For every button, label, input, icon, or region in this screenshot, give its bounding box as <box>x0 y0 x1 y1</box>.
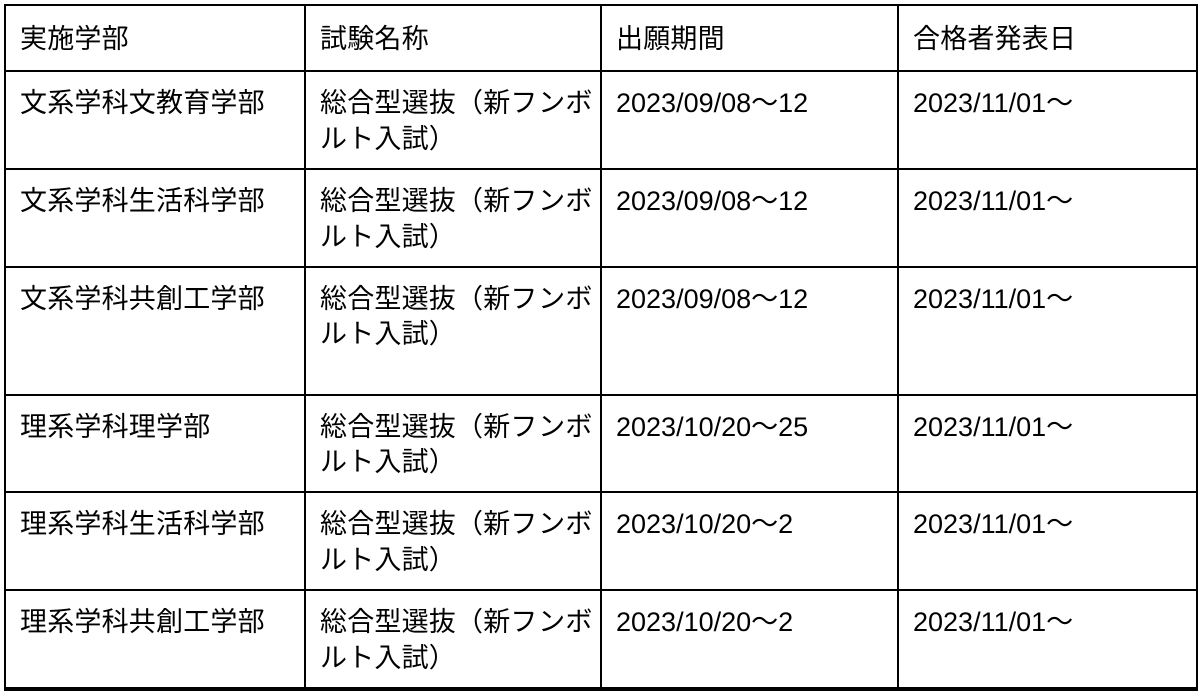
cell-application-period: 2023/09/08〜12 <box>600 265 899 396</box>
column-header-application-period-label: 出願期間 <box>616 24 725 54</box>
cell-result-announcement: 2023/11/01〜 <box>897 589 1198 691</box>
application-period-value: 2023/10/20〜2 <box>616 607 794 638</box>
result-announcement-value: 2023/11/01〜 <box>913 87 1074 118</box>
application-period-value: 2023/09/08〜12 <box>616 185 809 216</box>
cell-exam-name: 総合型選抜（新フンボルト入試） <box>304 167 602 268</box>
cell-result-announcement: 2023/11/01〜 <box>897 167 1198 268</box>
result-announcement-value: 2023/11/01〜 <box>913 185 1074 216</box>
table-row: 理系学科生活科学部 総合型選抜（新フンボルト入試） 2023/10/20〜2 2… <box>4 491 1198 592</box>
cell-result-announcement: 2023/11/01〜 <box>897 393 1198 494</box>
exam-name-value: 総合型選抜（新フンボルト入試） <box>320 185 593 252</box>
faculty-value: 文系学科文教育学部 <box>20 87 265 118</box>
cell-exam-name: 総合型選抜（新フンボルト入試） <box>304 589 602 691</box>
table-row: 文系学科共創工学部 総合型選抜（新フンボルト入試） 2023/09/08〜12 … <box>4 265 1198 396</box>
cell-faculty: 理系学科生活科学部 <box>4 491 306 592</box>
table-row: 文系学科生活科学部 総合型選抜（新フンボルト入試） 2023/09/08〜12 … <box>4 167 1198 268</box>
cell-faculty: 文系学科生活科学部 <box>4 167 306 268</box>
cell-result-announcement: 2023/11/01〜 <box>897 265 1198 396</box>
table-row: 文系学科文教育学部 総合型選抜（新フンボルト入試） 2023/09/08〜12 … <box>4 69 1198 170</box>
exam-name-value: 総合型選抜（新フンボルト入試） <box>320 509 593 576</box>
faculty-value: 理系学科理学部 <box>20 411 211 442</box>
cell-result-announcement: 2023/11/01〜 <box>897 69 1198 170</box>
cell-exam-name: 総合型選抜（新フンボルト入試） <box>304 393 602 494</box>
cell-exam-name: 総合型選抜（新フンボルト入試） <box>304 69 602 170</box>
cell-faculty: 文系学科共創工学部 <box>4 265 306 396</box>
cell-exam-name: 総合型選抜（新フンボルト入試） <box>304 491 602 592</box>
column-header-faculty: 実施学部 <box>4 4 306 72</box>
result-announcement-value: 2023/11/01〜 <box>913 283 1074 314</box>
cell-application-period: 2023/09/08〜12 <box>600 167 899 268</box>
exam-name-value: 総合型選抜（新フンボルト入試） <box>320 87 593 154</box>
cell-application-period: 2023/10/20〜2 <box>600 589 899 691</box>
application-period-value: 2023/09/08〜12 <box>616 87 809 118</box>
column-header-application-period: 出願期間 <box>600 4 899 72</box>
cell-application-period: 2023/10/20〜2 <box>600 491 899 592</box>
cell-exam-name: 総合型選抜（新フンボルト入試） <box>304 265 602 396</box>
cell-faculty: 理系学科共創工学部 <box>4 589 306 691</box>
faculty-value: 文系学科共創工学部 <box>20 283 265 314</box>
exam-name-value: 総合型選抜（新フンボルト入試） <box>320 411 593 478</box>
cell-application-period: 2023/10/20〜25 <box>600 393 899 494</box>
cell-faculty: 文系学科文教育学部 <box>4 69 306 170</box>
exam-name-value: 総合型選抜（新フンボルト入試） <box>320 607 593 674</box>
faculty-value: 文系学科生活科学部 <box>20 185 265 216</box>
exam-name-value: 総合型選抜（新フンボルト入試） <box>320 283 593 350</box>
result-announcement-value: 2023/11/01〜 <box>913 509 1074 540</box>
column-header-exam-name: 試験名称 <box>304 4 602 72</box>
application-period-value: 2023/09/08〜12 <box>616 283 809 314</box>
column-header-result-announcement: 合格者発表日 <box>897 4 1198 72</box>
table-row: 理系学科理学部 総合型選抜（新フンボルト入試） 2023/10/20〜25 20… <box>4 393 1198 494</box>
application-period-value: 2023/10/20〜2 <box>616 509 794 540</box>
column-header-result-announcement-label: 合格者発表日 <box>913 24 1077 54</box>
result-announcement-value: 2023/11/01〜 <box>913 607 1074 638</box>
faculty-value: 理系学科生活科学部 <box>20 509 265 540</box>
application-period-value: 2023/10/20〜25 <box>616 411 809 442</box>
table-row: 理系学科共創工学部 総合型選抜（新フンボルト入試） 2023/10/20〜2 2… <box>4 589 1198 691</box>
cell-result-announcement: 2023/11/01〜 <box>897 491 1198 592</box>
cell-faculty: 理系学科理学部 <box>4 393 306 494</box>
schedule-table-container: 実施学部 試験名称 出願期間 合格者発表日 文系学科文教育学部 総合型選抜（新フ… <box>4 4 1198 691</box>
column-header-exam-name-label: 試験名称 <box>320 24 429 54</box>
column-header-faculty-label: 実施学部 <box>20 24 129 54</box>
result-announcement-value: 2023/11/01〜 <box>913 411 1074 442</box>
faculty-value: 理系学科共創工学部 <box>20 607 265 638</box>
table-header-row: 実施学部 試験名称 出願期間 合格者発表日 <box>4 4 1198 72</box>
cell-application-period: 2023/09/08〜12 <box>600 69 899 170</box>
admission-schedule-table: 実施学部 試験名称 出願期間 合格者発表日 文系学科文教育学部 総合型選抜（新フ… <box>4 4 1198 691</box>
